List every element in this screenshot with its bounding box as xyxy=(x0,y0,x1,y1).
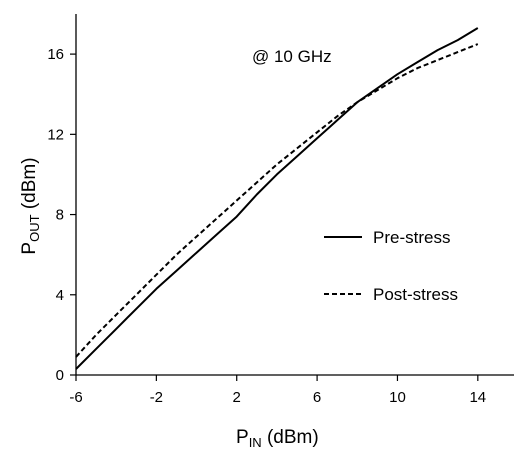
x-axis-title: PIN (dBm) xyxy=(236,427,319,450)
annotation-frequency: @ 10 GHz xyxy=(252,47,332,66)
y-tick-label: 0 xyxy=(56,367,64,384)
x-tick-label: -6 xyxy=(69,389,82,406)
ticks: -6 -2 2 6 10 14 0 4 8 12 16 xyxy=(47,46,486,406)
x-tick-label: 2 xyxy=(233,389,241,406)
x-tick-label: 14 xyxy=(469,389,486,406)
y-tick-label: 8 xyxy=(56,207,64,224)
series-line-pre-stress xyxy=(75,27,479,370)
series-line-post-stress xyxy=(75,43,479,358)
legend-label-pre-stress: Pre-stress xyxy=(373,228,450,247)
series-lines xyxy=(75,27,479,370)
legend-label-post-stress: Post-stress xyxy=(373,285,458,304)
x-tick-label: 6 xyxy=(313,389,321,406)
y-tick-label: 4 xyxy=(56,287,64,304)
y-tick-label: 16 xyxy=(47,46,64,63)
y-axis-title: POUT (dBm) xyxy=(19,157,42,254)
x-tick-label: -2 xyxy=(150,389,163,406)
axes xyxy=(75,14,514,376)
legend: Pre-stress Post-stress xyxy=(324,228,458,304)
y-tick-label: 12 xyxy=(47,126,64,143)
x-tick-label: 10 xyxy=(389,389,406,406)
